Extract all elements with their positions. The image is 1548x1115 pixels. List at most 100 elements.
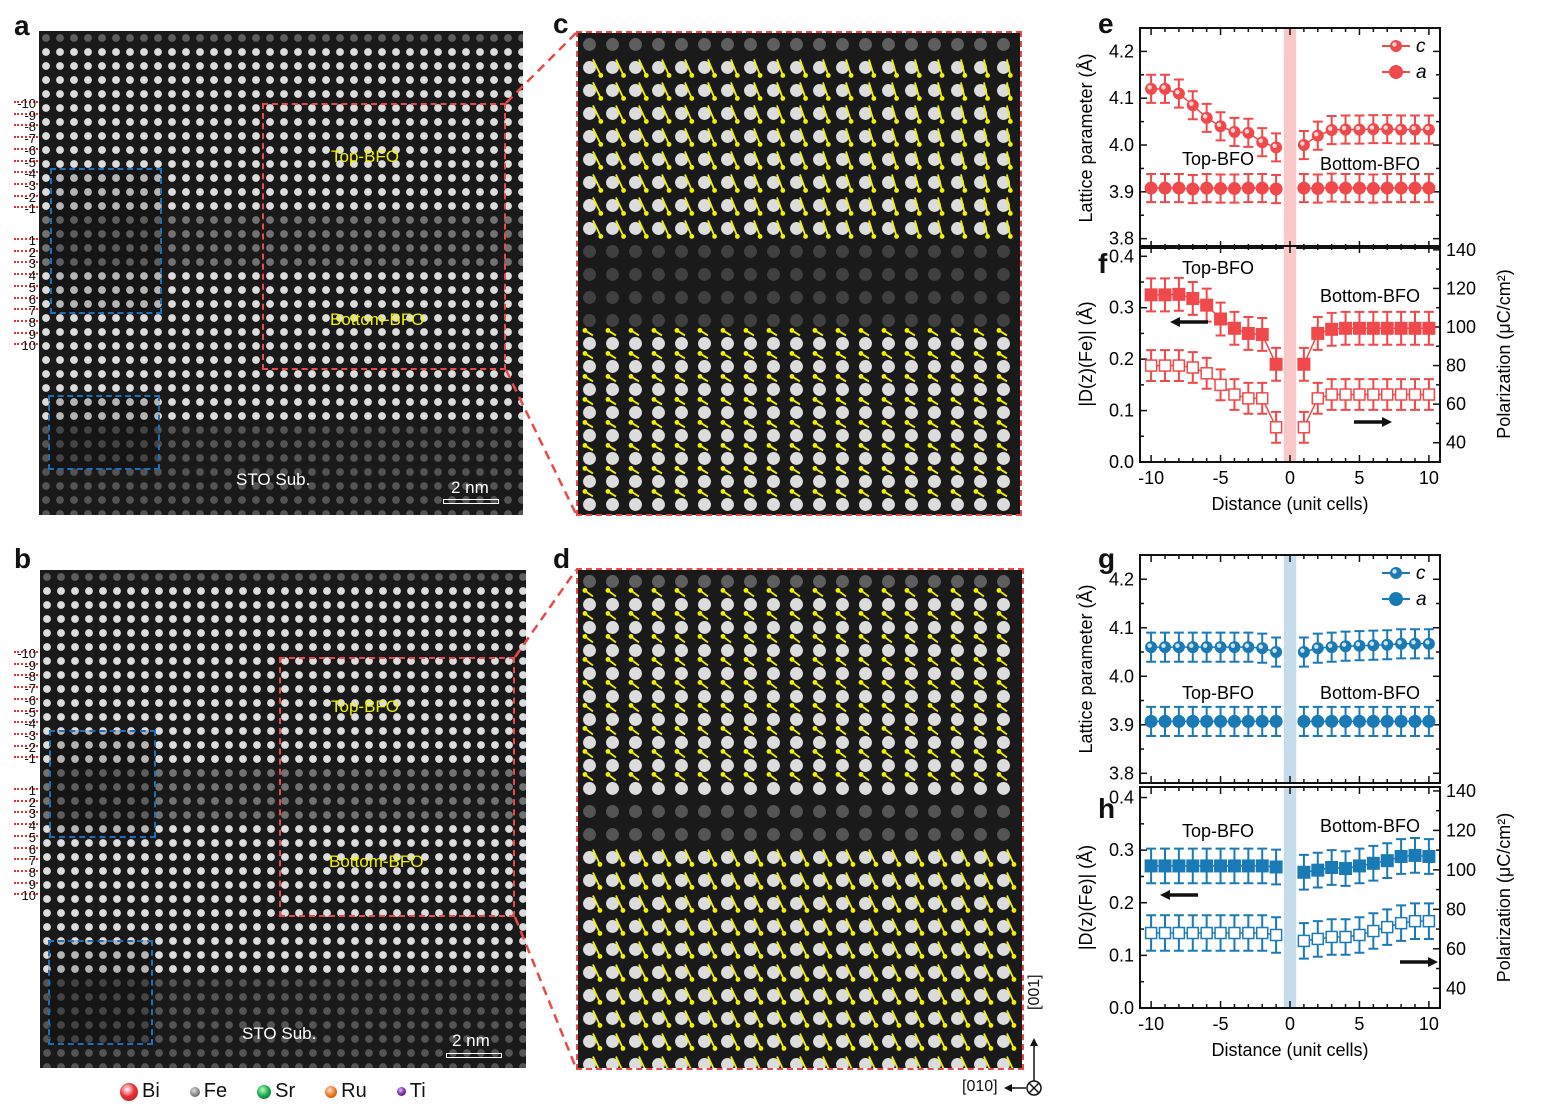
arrow-left-icon [1160,890,1198,900]
series-line-Polarization [1151,932,1277,936]
unit-cell-index: -7 [24,681,36,697]
data-point-a [1380,181,1394,195]
data-point-Polarization [1339,930,1352,944]
data-point-Polarization [1158,926,1172,940]
data-point-Polarization [1422,388,1436,401]
fe-atom-icon [189,1086,200,1097]
x-axis-label: Distance (unit cells) [1211,1040,1368,1060]
data-point-a [1186,182,1200,196]
data-point-a [1408,714,1422,728]
data-point-a [1158,181,1172,195]
data-point-a [1200,181,1214,195]
series-line-c [1303,643,1429,653]
data-point-a [1269,182,1283,196]
y-tick-label: 0.1 [1109,945,1134,965]
unit-cell-index: 5 [28,829,36,845]
data-point-Polarization [1297,421,1311,434]
data-point-a [1325,714,1339,728]
series-line-a [1303,186,1429,190]
data-point-Polarization [1367,924,1380,938]
data-point-D_Fe [1366,856,1380,870]
data-point-D_Fe [1311,863,1325,877]
data-point-Polarization [1255,392,1269,405]
unit-cell-index: -8 [24,669,36,685]
data-point-Polarization [1228,926,1241,940]
unit-cell-index: -5 [24,154,36,170]
atom-overlay-box [49,730,156,838]
data-point-Polarization [1311,392,1325,405]
legend-marker-a [1389,592,1403,606]
unit-cell-marker [14,206,38,209]
data-point-D_Fe [1380,321,1394,335]
data-point-Polarization [1325,930,1338,944]
data-point-Polarization [1228,388,1241,401]
bottom-bfo-label: Bottom-BFO [330,310,425,329]
data-point-D_Fe [1144,859,1158,873]
panel-label-b: b [14,543,32,574]
unit-cell-marker [14,308,38,311]
unit-cell-marker [14,893,38,896]
data-point-a [1269,714,1283,728]
y2-tick-label: 140 [1446,781,1476,801]
interface-band [1283,555,1297,783]
panel-label-e: e [1098,8,1114,39]
unit-cell-marker [14,238,38,240]
legend-item-bi: Bi [120,1080,160,1103]
unit-cell-marker [14,686,38,689]
data-point-D_Fe [1158,288,1172,302]
data-point-Polarization [1408,388,1422,401]
y-tick-label: 0.1 [1109,401,1134,421]
y2-tick-label: 100 [1446,317,1476,337]
unit-cell-index: -10 [17,96,36,111]
y2-tick-label: 40 [1446,433,1466,453]
legend-marker-a [1389,65,1403,79]
data-point-a [1255,181,1269,195]
axis-001-label: [001] [1026,974,1043,1010]
unit-cell-marker [14,674,38,677]
data-point-D_Fe [1269,860,1283,874]
data-point-Polarization [1242,926,1255,940]
y2-axis-label: Polarization (μC/cm²) [1494,813,1514,982]
unit-cell-marker [14,697,38,700]
unit-cell-index: -1 [24,201,36,217]
unit-cell-index: -3 [24,727,36,743]
data-point-Polarization [1353,388,1366,401]
unit-cell-marker [14,721,38,724]
x-tick-label: 0 [1285,468,1295,488]
unit-cell-marker [14,756,38,759]
unit-cell-marker [14,881,38,884]
unit-cell-index: -3 [24,177,36,193]
y2-tick-label: 140 [1446,240,1476,260]
data-point-D_Fe [1144,288,1158,302]
data-point-a [1241,181,1255,195]
legend-label: Ti [409,1080,426,1102]
unit-cell-marker [14,249,38,252]
panel-label-f: f [1098,248,1108,279]
y-tick-label: 4.2 [1109,41,1134,61]
data-point-a [1352,181,1366,195]
data-point-Polarization [1339,388,1352,401]
y-tick-label: 0.4 [1109,246,1134,266]
x-tick-label: 10 [1419,1014,1439,1034]
data-point-D_Fe [1422,849,1436,863]
data-point-D_Fe [1297,865,1311,879]
chart-f-displacement: 0.0 0.1 0.2 0.3 0.4 40 60 80 100 120 140 Polarizati… [1076,240,1540,545]
bottom-bfo-label: Bottom-BFO [329,852,424,871]
unit-cell-marker [14,834,38,837]
panel-label-g: g [1098,543,1116,574]
data-point-a [1200,714,1214,728]
y-axis-label: |D(z)(Fe)| (Å) [1076,301,1096,406]
data-point-Polarization [1158,359,1172,372]
atom-legend: Bi Fe Sr Ru Ti [120,1080,426,1103]
annotation-bottom-bfo: Bottom-BFO [1320,286,1420,306]
arrow-left-icon [1170,317,1208,327]
legend-item-fe: Fe [189,1080,227,1103]
data-point-Polarization [1172,359,1186,372]
data-point-Polarization [1311,932,1325,946]
unit-cell-index: -2 [24,739,36,755]
data-point-a [1408,181,1422,195]
panel-label-d: d [553,543,571,574]
data-point-Polarization [1186,926,1200,940]
data-point-Polarization [1269,421,1283,434]
data-point-D_Fe [1380,854,1394,868]
